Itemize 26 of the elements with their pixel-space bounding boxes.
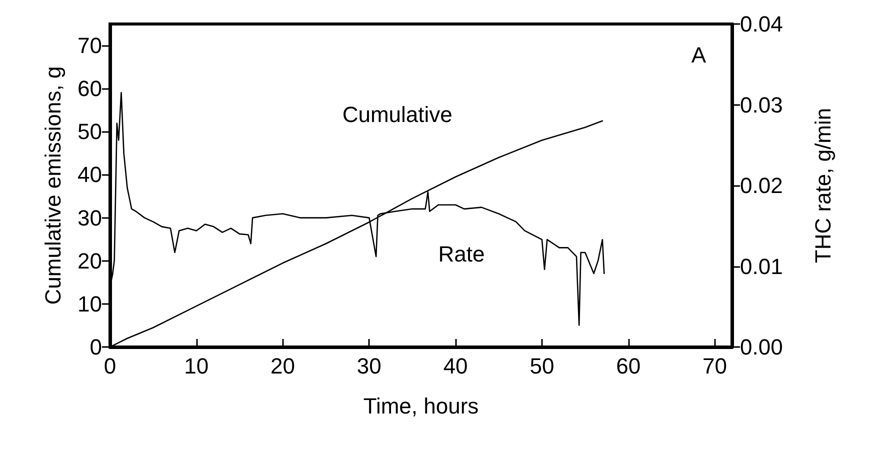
- y-tick-label: 0: [90, 334, 102, 360]
- x-tick-label: 70: [702, 354, 727, 378]
- x-tick-label: 40: [443, 354, 468, 378]
- x-tick-label: 50: [530, 354, 554, 378]
- x-axis-title: Time, hours: [363, 394, 479, 418]
- y-tick-label: 10: [78, 291, 102, 316]
- y2-tick-label: 0.01: [740, 254, 783, 279]
- y-tick-label: 50: [78, 119, 102, 144]
- x-tick-label: 30: [356, 354, 382, 378]
- x-tick-label: 20: [270, 354, 296, 378]
- y2-tick-label: 0.02: [740, 173, 783, 198]
- y-tick-label: 20: [78, 248, 102, 274]
- x-tick-label: 10: [184, 354, 209, 378]
- y-tick-label: 60: [78, 76, 102, 102]
- y2-axis-title: THC rate, g/min: [810, 108, 836, 264]
- y2-tick-label: 0.00: [740, 334, 783, 360]
- y-tick-label: 70: [78, 33, 102, 58]
- y-axis-title: Cumulative emissions, g: [40, 66, 66, 305]
- y2-tick-label: 0.04: [740, 12, 783, 36]
- text: Cumulative: [342, 102, 452, 127]
- y-tick-label: 30: [78, 205, 102, 230]
- series-label: Rate: [438, 241, 485, 266]
- y-tick-label: 40: [78, 162, 102, 188]
- y2-tick-label: 0.03: [740, 92, 783, 118]
- annotation: A: [691, 42, 706, 68]
- x-tick-label: 60: [616, 354, 641, 378]
